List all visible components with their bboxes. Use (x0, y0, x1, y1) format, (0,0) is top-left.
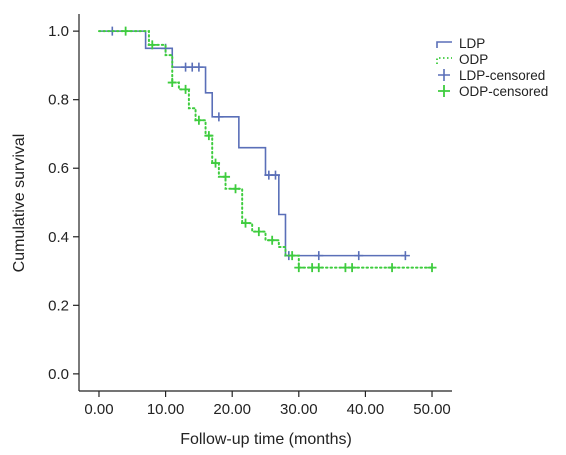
x-tick-label: 0.00 (84, 401, 113, 418)
odp-censored-marker (347, 263, 357, 273)
odp-censored-marker (254, 227, 264, 237)
legend-swatch-ldp-step (436, 41, 452, 48)
x-tick-label: 20.00 (213, 401, 251, 418)
legend-label-odp: ODP (459, 52, 488, 67)
ldp-censored-marker (400, 251, 410, 261)
x-tick-label: 50.00 (413, 401, 451, 418)
ldp-censored-marker (214, 112, 224, 122)
odp-censored-marker (241, 218, 251, 228)
odp-censored-marker (221, 172, 231, 182)
x-tick-label: 40.00 (347, 401, 385, 418)
odp-censored-marker (121, 26, 131, 36)
odp-censored-marker (294, 263, 304, 273)
odp-censored-marker (427, 263, 437, 273)
y-tick-label: 0.4 (48, 229, 69, 246)
legend-swatch-odp-step (436, 57, 452, 64)
y-tick-label: 0.6 (48, 160, 69, 177)
odp-censored-marker (314, 263, 324, 273)
odp-censored-marker (211, 158, 221, 168)
legend-label-ldp: LDP (459, 36, 485, 51)
y-axis-ticks: 0.0 0.2 0.4 0.6 0.8 1.0 (48, 23, 79, 383)
legend-entry-odp-censored: ODP-censored (438, 84, 548, 99)
x-axis-ticks: 0.00 10.00 20.00 30.00 40.00 50.00 (84, 391, 451, 418)
odp-censored-marker (194, 115, 204, 125)
y-tick-label: 0.2 (48, 297, 69, 314)
ldp-censored-marker (314, 251, 324, 261)
ldp-censored-marker (270, 170, 280, 180)
legend-swatch-odp-censored-marker (438, 85, 450, 97)
odp-censored-marker (204, 131, 214, 141)
odp-censored-marker (147, 40, 157, 50)
x-axis-title: Follow-up time (months) (180, 431, 352, 448)
y-axis-title: Cumulative survival (11, 134, 28, 273)
odp-censored-marker (181, 84, 191, 94)
legend-label-ldp-censored: LDP-censored (459, 68, 545, 83)
y-tick-label: 0.8 (48, 92, 69, 109)
odp-censored-marker (167, 78, 177, 88)
odp-censored-marker (287, 251, 297, 261)
odp-censored-marker (267, 235, 277, 245)
x-tick-label: 10.00 (147, 401, 185, 418)
legend-swatch-ldp-censored-marker (438, 69, 450, 81)
y-tick-label: 1.0 (48, 23, 69, 40)
plot-area: 0.0 0.2 0.4 0.6 0.8 1.0 0.00 10.00 20.00 30.00 40… (48, 14, 452, 418)
odp-censored-marker (387, 263, 397, 273)
y-tick-label: 0.0 (48, 366, 69, 383)
legend-label-odp-censored: ODP-censored (459, 84, 548, 99)
legend-entry-ldp: LDP (436, 36, 485, 51)
x-tick-label: 30.00 (280, 401, 318, 418)
ldp-censored-marker (194, 62, 204, 72)
legend-entry-odp: ODP (436, 52, 488, 67)
ldp-censored-marker (354, 251, 364, 261)
legend-entry-ldp-censored: LDP-censored (438, 68, 545, 83)
legend: LDP ODP LDP-censored ODP-censored (436, 36, 548, 99)
odp-censored-marker (231, 184, 241, 194)
ldp-survival-line (98, 30, 406, 257)
series-layer (97, 26, 437, 273)
